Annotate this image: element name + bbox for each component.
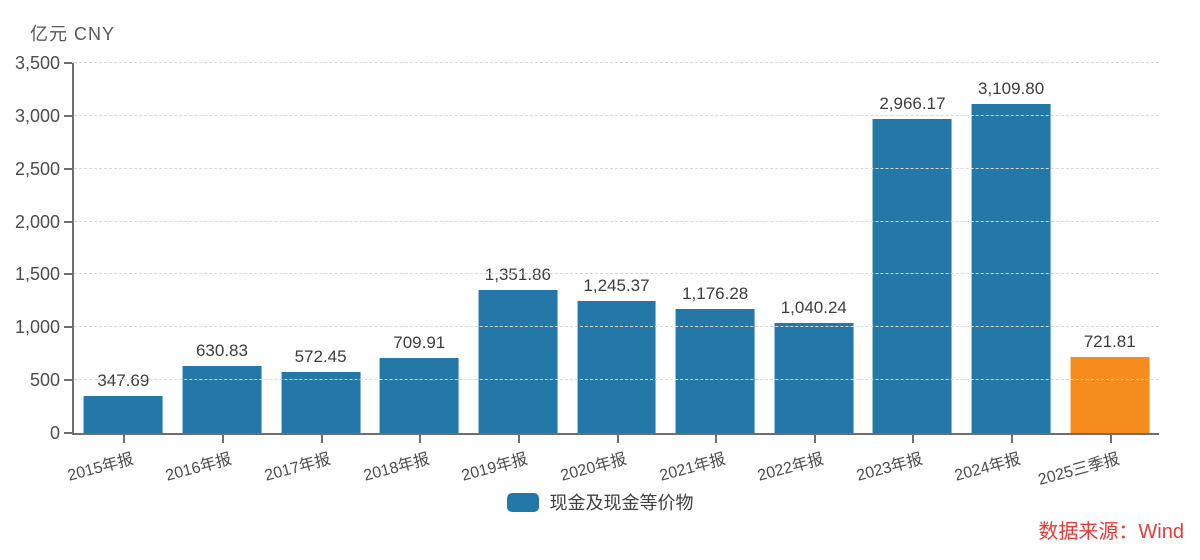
- gridline: [74, 379, 1159, 381]
- x-axis-tick-label: 2022年报: [756, 450, 826, 485]
- x-axis-tick-label: 2016年报: [164, 450, 234, 485]
- y-axis-tick-label: 0: [49, 423, 60, 443]
- y-axis-tick-label: 1,000: [14, 317, 60, 338]
- bar: [774, 323, 854, 433]
- bar: [478, 290, 558, 433]
- legend-swatch-icon: [506, 492, 539, 512]
- gridline: [74, 114, 1159, 116]
- x-axis-tick-label: 2021年报: [657, 450, 728, 485]
- x-axis-tick: [419, 435, 422, 443]
- y-axis-tick-label: 3,500: [14, 53, 60, 73]
- x-axis-tick-label: 2023年报: [854, 450, 925, 485]
- plot-area: 347.69 2015年报 630.83 2016年报 572.45 2017年报 709.…: [66, 62, 1159, 489]
- x-axis-tick-label: 2015年报: [65, 450, 136, 485]
- bar: [675, 308, 755, 433]
- y-axis-tick: [64, 432, 72, 434]
- gridline: [74, 326, 1159, 328]
- x-axis-tick: [123, 435, 126, 443]
- bar: [577, 301, 656, 433]
- x-axis-tick: [616, 435, 619, 443]
- bar-value-label: 347.69: [97, 371, 150, 391]
- x-axis-tick: [813, 435, 816, 443]
- bar-slot: 709.91 2018年报: [361, 63, 469, 485]
- bar-value-label: 709.91: [393, 332, 446, 352]
- gridline: [74, 62, 1159, 63]
- y-axis-tick-label: 3,000: [14, 105, 60, 126]
- data-source-note: 数据来源：Wind: [1038, 521, 1184, 543]
- y-axis-unit-label: 亿元 CNY: [30, 24, 116, 44]
- bar: [281, 372, 361, 433]
- x-axis-tick: [221, 435, 224, 443]
- bar-value-label: 630.83: [195, 341, 248, 361]
- x-axis-tick: [1011, 435, 1014, 443]
- y-axis-tick: [64, 220, 72, 223]
- bar-value-label: 1,245.37: [583, 276, 650, 296]
- bar: [1070, 356, 1150, 433]
- x-axis-tick-label: 2017年报: [262, 450, 333, 485]
- y-axis-tick: [64, 379, 72, 382]
- x-axis-tick: [1109, 435, 1112, 443]
- x-axis-tick: [517, 435, 520, 443]
- bar-value-label: 2,966.17: [879, 94, 946, 114]
- bar: [971, 104, 1051, 433]
- y-axis-tick-label: 2,000: [14, 211, 60, 232]
- x-axis-tick: [912, 435, 915, 443]
- x-axis-tick-label: 2020年报: [558, 450, 629, 485]
- y-axis-tick: [64, 273, 72, 276]
- y-axis-tick: [64, 326, 72, 329]
- bar-slot: 721.81 2025三季报: [1037, 63, 1159, 489]
- bar-slot: 347.69 2015年报: [66, 63, 173, 485]
- x-axis-tick-label: 2018年报: [361, 450, 432, 485]
- bar-value-label: 721.81: [1083, 331, 1136, 351]
- x-axis-tick-label: 2025三季报: [1036, 450, 1122, 489]
- gridline: [74, 167, 1159, 169]
- bar-value-label: 572.45: [294, 347, 347, 367]
- legend: 现金及现金等价物: [0, 489, 1200, 515]
- y-axis-tick-label: 2,500: [14, 158, 60, 179]
- bar-slots: 347.69 2015年报 630.83 2016年报 572.45 2017年报 709.…: [66, 63, 1159, 489]
- y-axis-tick-label: 1,500: [14, 264, 60, 285]
- y-axis-tick-label: 500: [29, 370, 60, 391]
- x-axis-tick: [715, 435, 718, 443]
- bar-slot: 3,109.80 2024年报: [953, 63, 1061, 485]
- y-axis-tick: [64, 167, 72, 170]
- x-axis-tick-label: 2024年报: [953, 450, 1024, 485]
- bar-value-label: 3,109.80: [977, 79, 1045, 99]
- y-axis-tick: [64, 114, 72, 117]
- gridline: [74, 273, 1159, 275]
- bar-slot: 1,176.28 2021年报: [657, 63, 765, 485]
- bar-slot: 1,245.37 2020年报: [559, 63, 666, 485]
- bar: [872, 119, 952, 433]
- bar: [379, 357, 459, 433]
- x-axis-tick-label: 2019年报: [460, 450, 530, 485]
- x-axis-tick: [320, 435, 323, 443]
- bar-value-label: 1,040.24: [780, 298, 847, 318]
- bar-value-label: 1,176.28: [682, 283, 749, 303]
- bar: [182, 366, 262, 433]
- bar-slot: 572.45 2017年报: [263, 63, 370, 485]
- gridline: [74, 220, 1159, 222]
- bar: [83, 396, 163, 433]
- legend-label: 现金及现金等价物: [549, 493, 694, 513]
- y-axis-tick: [64, 62, 72, 64]
- bar-slot: 1,351.86 2019年报: [460, 63, 568, 485]
- bar-slot: 2,966.17 2023年报: [855, 63, 962, 485]
- bar-slot: 1,040.24 2022年报: [756, 63, 863, 485]
- bar-value-label: 1,351.86: [484, 265, 551, 285]
- bar-slot: 630.83 2016年报: [164, 63, 272, 485]
